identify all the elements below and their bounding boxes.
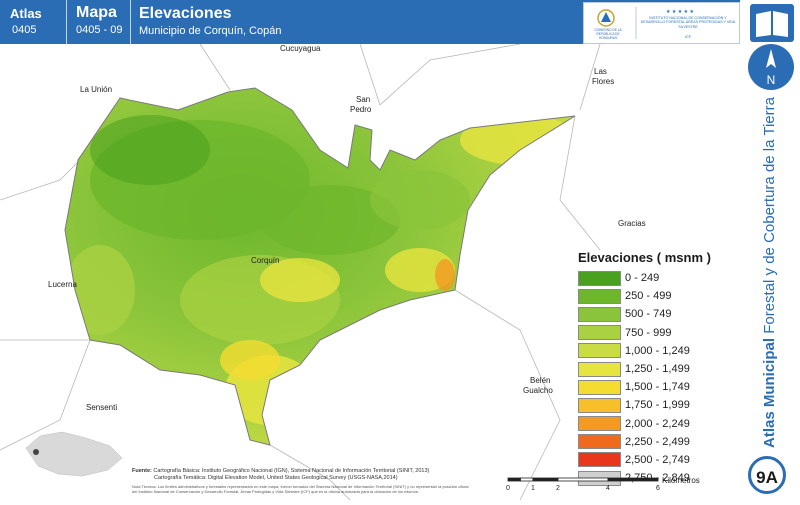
- mapa-block: Mapa 0405 - 09: [66, 0, 131, 44]
- vertical-title-bold: Atlas Municipal: [761, 338, 778, 448]
- source-line1: Cartografía Básica: Instituto Geográfico…: [153, 468, 430, 474]
- legend-item: 2,500 - 2,749: [578, 451, 738, 469]
- scale-tick-label: 0: [506, 485, 510, 492]
- legend-label: 2,500 - 2,749: [625, 453, 690, 466]
- legend-swatch: [578, 270, 621, 286]
- legend-item: 2,250 - 2,499: [578, 433, 738, 451]
- legend-item: 750 - 999: [578, 324, 738, 342]
- scale-tick-label: 2: [556, 485, 560, 492]
- legend-label: 1,750 - 1,999: [625, 399, 690, 412]
- north-arrow-icon: N: [748, 44, 794, 90]
- legend-label: 1,000 - 1,249: [625, 344, 690, 357]
- municipality-corquin: [65, 88, 575, 445]
- legend-item: 250 - 499: [578, 287, 738, 305]
- legend-title: Elevaciones ( msnm ): [578, 250, 711, 265]
- place-cucuyagua: Cucuyagua: [280, 44, 321, 53]
- legend-label: 250 - 499: [625, 290, 672, 303]
- legend-item: 2,000 - 2,249: [578, 415, 738, 433]
- scale-tick-label: 1: [531, 485, 535, 492]
- place-belen-line1: Belén: [530, 376, 551, 385]
- legend-label: 2,000 - 2,249: [625, 417, 690, 430]
- place-san-pedro-line1: San: [356, 95, 371, 104]
- source-notes: Fuente: Cartografía Básica: Instituto Ge…: [132, 468, 472, 495]
- legend-label: 1,500 - 1,749: [625, 381, 690, 394]
- legend-item: 1,750 - 1,999: [578, 396, 738, 414]
- legend-item: 1,250 - 1,499: [578, 360, 738, 378]
- place-lucerna: Lucerna: [48, 280, 77, 289]
- legend-label: 0 - 249: [625, 272, 660, 285]
- place-sensenti: Sensenti: [86, 403, 118, 412]
- legend-item: 1,000 - 1,249: [578, 342, 738, 360]
- legend-item: 1,500 - 1,749: [578, 378, 738, 396]
- legend-item: 0 - 249: [578, 269, 738, 287]
- scale-unit: Kilómetros: [662, 476, 700, 485]
- elevation-map: Cucuyagua La Unión Las Flores San Pedro …: [0, 43, 742, 501]
- scale-tick-label: 4: [606, 485, 610, 492]
- map-title: Elevaciones: [139, 5, 232, 22]
- legend-swatch: [578, 325, 621, 341]
- vertical-title: Atlas Municipal Forestal y de Cobertura …: [746, 96, 786, 452]
- north-label: N: [767, 73, 776, 87]
- place-gracias: Gracias: [618, 219, 646, 228]
- honduras-coat-of-arms-icon: ★ ★ ★ ★ ★: [597, 7, 695, 39]
- scale-bar: 0 1 2 4 6 Kilómetros: [504, 476, 704, 498]
- logo-right-abbr: ICF: [684, 34, 692, 39]
- atlas-code: 0405: [12, 24, 37, 36]
- map-number-badge: 9A: [748, 456, 786, 494]
- source-label: Fuente:: [132, 468, 152, 474]
- place-belen-line2: Gualcho: [523, 386, 553, 395]
- svg-text:★ ★ ★ ★ ★: ★ ★ ★ ★ ★: [666, 9, 694, 15]
- place-las-flores-line1: Las: [594, 67, 607, 76]
- technical-note: Nota Técnica: Los límites administrativo…: [132, 483, 469, 495]
- legend-swatch: [578, 397, 621, 413]
- mapa-code: 0405 - 09: [76, 24, 123, 36]
- place-las-flores-line2: Flores: [592, 77, 615, 86]
- mapa-label: Mapa: [76, 4, 117, 21]
- vertical-title-rest: Forestal y de Cobertura de la Tierra: [761, 96, 778, 338]
- legend-label: 2,250 - 2,499: [625, 435, 690, 448]
- map-subtitle: Municipio de Corquín, Copán: [139, 25, 282, 37]
- logo-left-caption: GOBIERNO DE LA REPÚBLICA DE HONDURAS: [594, 28, 622, 40]
- atlas-label: Atlas: [10, 6, 42, 21]
- legend-label: 750 - 999: [625, 326, 672, 339]
- book-icon: [750, 4, 794, 42]
- legend-label: 1,250 - 1,499: [625, 363, 690, 376]
- place-corquin: Corquín: [251, 256, 280, 265]
- legend-item: 500 - 749: [578, 305, 738, 323]
- legend-swatch: [578, 416, 621, 432]
- legend-swatch: [578, 434, 621, 450]
- logo-right-caption: INSTITUTO NACIONAL DE CONSERVACIÓN Y DES…: [640, 16, 736, 29]
- legend-swatch: [578, 361, 621, 377]
- legend-swatch: [578, 288, 621, 304]
- legend-label: 500 - 749: [625, 308, 672, 321]
- atlas-block: Atlas 0405: [0, 0, 67, 44]
- right-sidebar: N Atlas Municipal Forestal y de Cobertur…: [742, 0, 800, 500]
- source-line2: Cartografía Temática: Digital Elevation …: [154, 475, 398, 482]
- legend-swatch: [578, 379, 621, 395]
- institution-logos: ★ ★ ★ ★ ★ GOBIERNO DE LA REPÚBLICA DE HO…: [583, 2, 740, 44]
- legend-swatch: [578, 306, 621, 322]
- legend-swatch: [578, 452, 621, 468]
- header-bar: Atlas 0405 Mapa 0405 - 09 Elevaciones Mu…: [0, 0, 740, 44]
- legend: Elevaciones ( msnm ) 0 - 249 250 - 499 500…: [578, 250, 738, 487]
- municipality-boundary: [64, 87, 576, 446]
- legend-rows: 0 - 249 250 - 499 500 - 749 750 - 999 1,000 …: [578, 269, 738, 487]
- place-la-union: La Unión: [80, 85, 113, 94]
- svg-text:Atlas Municipal Forestal y de: Atlas Municipal Forestal y de Cobertura …: [761, 96, 778, 448]
- legend-swatch: [578, 343, 621, 359]
- map-canvas: [0, 43, 601, 501]
- scale-tick-label: 6: [656, 485, 660, 492]
- honduras-inset-map: [25, 431, 123, 477]
- place-san-pedro-line2: Pedro: [350, 105, 372, 114]
